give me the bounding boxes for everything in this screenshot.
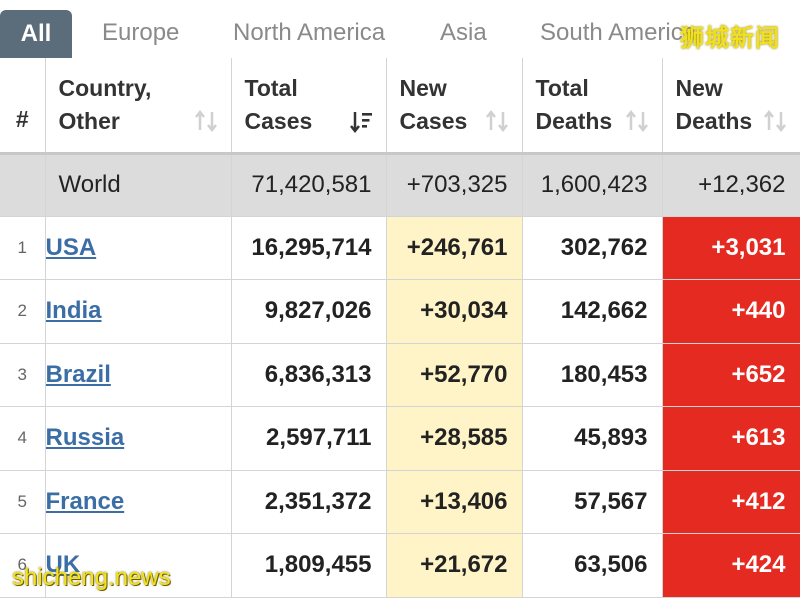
rank-cell: 1 bbox=[0, 216, 46, 280]
new-deaths-cell: +3,031 bbox=[662, 216, 800, 280]
rank-cell bbox=[0, 153, 46, 217]
total-deaths-cell: 1,600,423 bbox=[522, 153, 663, 217]
country-cell: Russia bbox=[45, 406, 232, 471]
country-cell: USA bbox=[45, 216, 232, 280]
new-cases-cell: +28,585 bbox=[386, 406, 523, 471]
sort-icon[interactable] bbox=[193, 108, 219, 134]
total-deaths-cell: 302,762 bbox=[522, 216, 663, 280]
column-header-label: Other bbox=[58, 108, 120, 134]
table-row: 4 Russia 2,597,711 +28,585 45,893 +613 bbox=[0, 406, 800, 471]
region-tabs: All Europe North America Asia South Amer… bbox=[0, 0, 800, 59]
country-link[interactable]: USA bbox=[45, 233, 97, 261]
column-header-total-cases[interactable]: Total Cases bbox=[231, 58, 387, 155]
column-header-rank[interactable]: # bbox=[0, 58, 46, 155]
sort-icon[interactable] bbox=[484, 108, 510, 134]
total-deaths-cell: 142,662 bbox=[522, 279, 663, 344]
rank-cell: 6 bbox=[0, 533, 46, 598]
column-header-label: Total bbox=[244, 75, 298, 101]
tab-asia[interactable]: Asia bbox=[440, 19, 487, 46]
new-cases-cell: +703,325 bbox=[386, 153, 523, 217]
tab-all[interactable]: All bbox=[0, 10, 72, 58]
country-cell: UK bbox=[45, 533, 232, 598]
column-header-new-cases[interactable]: New Cases bbox=[386, 58, 523, 155]
column-header-total-deaths[interactable]: Total Deaths bbox=[522, 58, 663, 155]
total-cases-cell: 1,809,455 bbox=[231, 533, 387, 598]
tab-europe[interactable]: Europe bbox=[102, 19, 180, 46]
total-deaths-cell: 180,453 bbox=[522, 343, 663, 407]
total-cases-cell: 16,295,714 bbox=[231, 216, 387, 280]
new-cases-cell: +246,761 bbox=[386, 216, 523, 280]
total-cases-cell: 9,827,026 bbox=[231, 279, 387, 344]
rank-cell: 3 bbox=[0, 343, 46, 407]
country-link[interactable]: Brazil bbox=[45, 360, 111, 388]
column-header-label: New bbox=[399, 75, 447, 101]
tab-south-america[interactable]: South America bbox=[540, 19, 697, 46]
column-header-label: Cases bbox=[399, 108, 468, 134]
total-deaths-cell: 57,567 bbox=[522, 470, 663, 534]
column-header-label: Country, bbox=[58, 75, 152, 101]
table-row: 1 USA 16,295,714 +246,761 302,762 +3,031 bbox=[0, 216, 800, 280]
sort-icon[interactable] bbox=[762, 108, 788, 134]
sort-desc-icon[interactable] bbox=[348, 108, 374, 134]
new-cases-cell: +30,034 bbox=[386, 279, 523, 344]
column-header-label: # bbox=[15, 106, 29, 132]
column-header-label: New bbox=[675, 75, 723, 101]
country-cell: India bbox=[45, 279, 232, 344]
new-cases-cell: +13,406 bbox=[386, 470, 523, 534]
covid-table: # Country, Other Total Cases bbox=[0, 58, 800, 598]
country-link[interactable]: UK bbox=[45, 551, 81, 579]
total-deaths-cell: 45,893 bbox=[522, 406, 663, 471]
table-header-row: # Country, Other Total Cases bbox=[0, 58, 800, 155]
table-row: 5 France 2,351,372 +13,406 57,567 +412 bbox=[0, 470, 800, 534]
country-link[interactable]: France bbox=[45, 487, 125, 515]
new-cases-cell: +52,770 bbox=[386, 343, 523, 407]
new-deaths-cell: +652 bbox=[662, 343, 800, 407]
tab-north-america[interactable]: North America bbox=[233, 19, 386, 46]
country-cell: France bbox=[45, 470, 232, 534]
column-header-label: Deaths bbox=[675, 108, 753, 134]
new-deaths-cell: +613 bbox=[662, 406, 800, 471]
column-header-label: Cases bbox=[244, 108, 313, 134]
table-row: 2 India 9,827,026 +30,034 142,662 +440 bbox=[0, 279, 800, 344]
table-row: 3 Brazil 6,836,313 +52,770 180,453 +652 bbox=[0, 343, 800, 407]
total-cases-cell: 6,836,313 bbox=[231, 343, 387, 407]
world-total-row: World 71,420,581 +703,325 1,600,423 +12,… bbox=[0, 153, 800, 217]
column-header-new-deaths[interactable]: New Deaths bbox=[662, 58, 800, 155]
rank-cell: 2 bbox=[0, 279, 46, 344]
column-header-label: Deaths bbox=[535, 108, 613, 134]
country-link[interactable]: Russia bbox=[45, 424, 125, 452]
new-deaths-cell: +424 bbox=[662, 533, 800, 598]
new-deaths-cell: +12,362 bbox=[662, 153, 800, 217]
new-deaths-cell: +440 bbox=[662, 279, 800, 344]
column-header-country[interactable]: Country, Other bbox=[45, 58, 232, 155]
country-cell: World bbox=[45, 153, 232, 217]
rank-cell: 5 bbox=[0, 470, 46, 534]
table-row: 6 UK 1,809,455 +21,672 63,506 +424 bbox=[0, 533, 800, 598]
sort-icon[interactable] bbox=[624, 108, 650, 134]
total-deaths-cell: 63,506 bbox=[522, 533, 663, 598]
column-header-label: Total bbox=[535, 75, 589, 101]
total-cases-cell: 2,351,372 bbox=[231, 470, 387, 534]
rank-cell: 4 bbox=[0, 406, 46, 471]
total-cases-cell: 2,597,711 bbox=[231, 406, 387, 471]
new-cases-cell: +21,672 bbox=[386, 533, 523, 598]
new-deaths-cell: +412 bbox=[662, 470, 800, 534]
country-link[interactable]: India bbox=[45, 297, 102, 325]
total-cases-cell: 71,420,581 bbox=[231, 153, 387, 217]
country-cell: Brazil bbox=[45, 343, 232, 407]
